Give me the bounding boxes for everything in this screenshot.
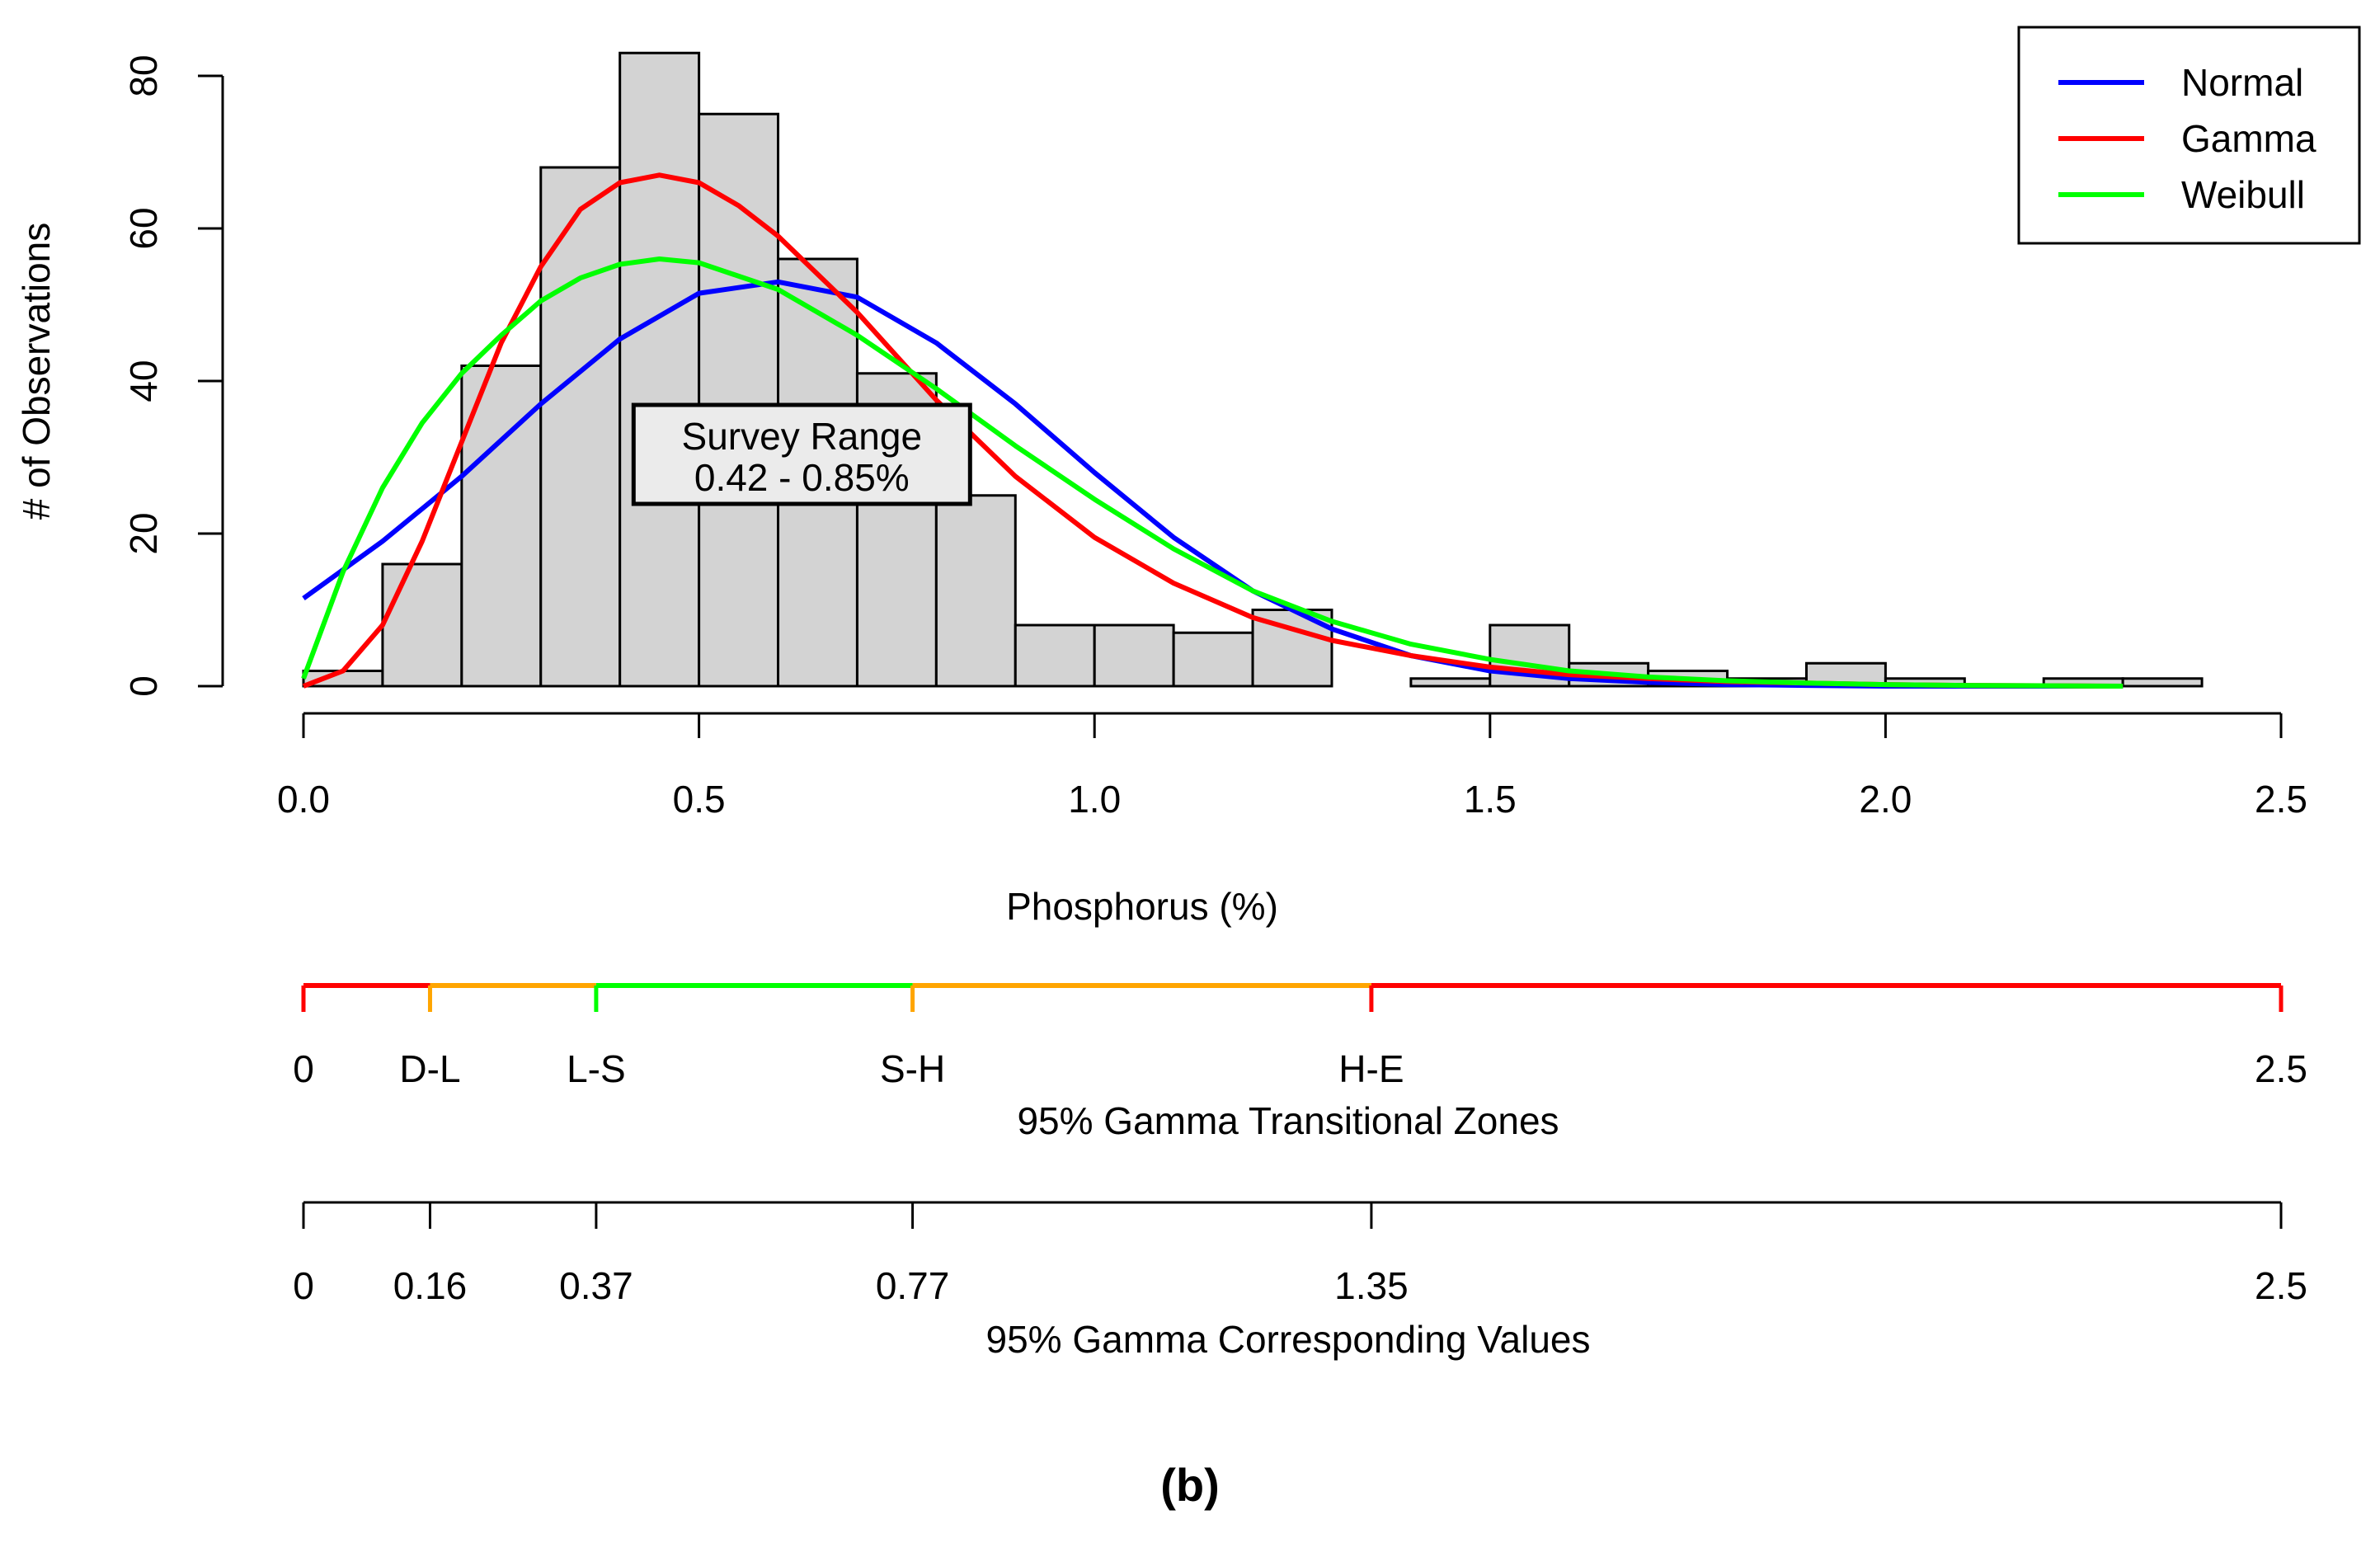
fitted-curves — [301, 172, 2124, 689]
histogram-bar-5 — [698, 112, 780, 688]
zone-label: 0 — [293, 1047, 314, 1090]
transitional-zones-title: 95% Gamma Transitional Zones — [1017, 1099, 1559, 1142]
survey-range-label: Survey Range — [682, 415, 923, 458]
histogram-bar-11 — [1172, 631, 1254, 688]
histogram-bar-8 — [934, 494, 1017, 688]
panel-label: (b) — [1160, 1459, 1220, 1511]
zone-label: 2.5 — [2255, 1047, 2307, 1090]
values-tick-label: 0.37 — [559, 1264, 633, 1307]
legend-label-normal: Normal — [2181, 61, 2303, 104]
x-tick-label: 0.5 — [673, 778, 726, 821]
legend-label-gamma: Gamma — [2181, 117, 2317, 160]
zone-label: H-E — [1338, 1047, 1404, 1090]
legend-box — [2017, 26, 2361, 245]
y-tick-label: 20 — [122, 512, 165, 554]
survey-range-value: 0.42 - 0.85% — [694, 456, 910, 499]
values-tick-label: 0.77 — [876, 1264, 950, 1307]
histogram-bar-3 — [539, 166, 622, 688]
y-tick-label: 80 — [122, 54, 165, 96]
x-axis-label: Phosphorus (%) — [1006, 885, 1278, 928]
x-tick-label: 1.5 — [1464, 778, 1517, 821]
legend-label-weibull: Weibull — [2181, 173, 2305, 216]
y-tick-label: 40 — [122, 360, 165, 402]
survey-range-annotation: Survey Range 0.42 - 0.85% — [631, 402, 972, 506]
values-tick-label: 2.5 — [2255, 1264, 2307, 1307]
values-tick-label: 1.35 — [1334, 1264, 1409, 1307]
values-tick-label: 0 — [293, 1264, 314, 1307]
histogram-bar-23 — [2121, 677, 2204, 688]
y-tick-label: 60 — [122, 207, 165, 249]
x-tick-label: 0.0 — [277, 778, 330, 821]
zone-label: D-L — [399, 1047, 460, 1090]
corresponding-values-title: 95% Gamma Corresponding Values — [986, 1318, 1591, 1361]
values-tick-label: 0.16 — [393, 1264, 468, 1307]
zone-label: L-S — [567, 1047, 626, 1090]
x-axis: 0.0 0.5 1.0 1.5 2.0 2.5 — [277, 712, 2307, 821]
x-tick-label: 2.5 — [2255, 778, 2307, 821]
y-tick-label: 0 — [122, 675, 165, 697]
histogram-bar-9 — [1014, 623, 1096, 688]
survey-range-box — [631, 402, 972, 506]
histogram-bar-1 — [381, 562, 463, 688]
y-axis: 0 20 40 60 80 — [122, 54, 224, 697]
curve-weibull — [301, 256, 2124, 689]
corresponding-values-axis: 0 0.16 0.37 0.77 1.35 2.5 — [293, 1201, 2307, 1307]
y-axis-label: # of Observations — [15, 223, 58, 520]
histogram-bar-14 — [1409, 677, 1492, 688]
legend: Normal Gamma Weibull — [2017, 26, 2361, 245]
zone-label: S-H — [880, 1047, 945, 1090]
transitional-zones-bar: 0 D-L L-S S-H H-E 2.5 — [293, 983, 2307, 1090]
histogram-bars — [302, 51, 2204, 688]
histogram-bar-4 — [619, 51, 701, 688]
x-tick-label: 2.0 — [1859, 778, 1912, 821]
x-tick-label: 1.0 — [1068, 778, 1121, 821]
histogram-bar-10 — [1093, 623, 1175, 688]
